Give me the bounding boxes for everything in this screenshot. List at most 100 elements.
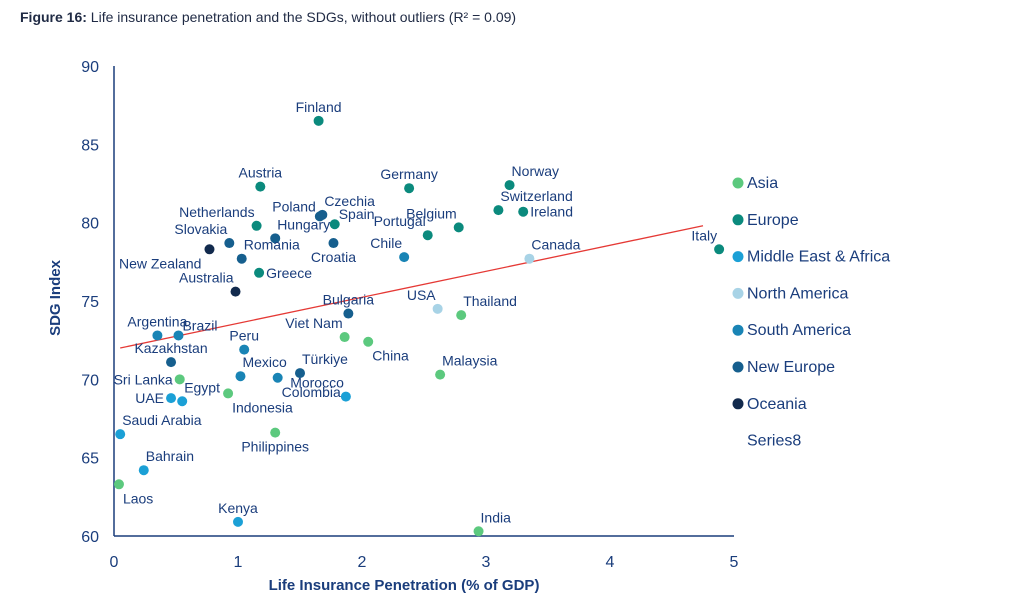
label-ireland: Ireland bbox=[530, 204, 573, 220]
legend-marker-asia bbox=[732, 177, 744, 189]
figure-caption: Life insurance penetration and the SDGs,… bbox=[90, 9, 517, 25]
x-tick-label: 4 bbox=[606, 554, 615, 571]
point-saudi-arabia bbox=[115, 429, 126, 440]
point-poland bbox=[314, 211, 325, 222]
x-axis-title: Life Insurance Penetration (% of GDP) bbox=[269, 577, 540, 594]
point-croatia bbox=[328, 238, 339, 249]
point-uae bbox=[166, 393, 177, 404]
point-china bbox=[363, 336, 374, 347]
label-sri-lanka: Sri Lanka bbox=[114, 371, 173, 387]
label-usa: USA bbox=[407, 287, 436, 303]
label-spain: Spain bbox=[339, 206, 375, 222]
label-thailand: Thailand bbox=[463, 293, 517, 309]
point-egypt bbox=[177, 396, 188, 407]
point-usa bbox=[432, 303, 443, 314]
y-tick-label: 85 bbox=[81, 137, 99, 154]
label-morocco: Morocco bbox=[290, 375, 344, 391]
label-t-rkiye: Türkiye bbox=[302, 351, 348, 367]
label-chile: Chile bbox=[370, 235, 402, 251]
label-brazil: Brazil bbox=[182, 317, 217, 333]
point-malaysia bbox=[435, 369, 446, 380]
point-australia bbox=[230, 286, 241, 297]
label-finland: Finland bbox=[296, 99, 342, 115]
point-labels: Finland Austria Germany Norway SwitzerlandIr… bbox=[114, 99, 718, 525]
label-croatia: Croatia bbox=[311, 249, 356, 265]
label-saudi-arabia: Saudi Arabia bbox=[122, 412, 202, 428]
figure-label: Figure 16: bbox=[20, 9, 87, 25]
label-czechia: Czechia bbox=[324, 193, 375, 209]
label-kenya: Kenya bbox=[218, 500, 258, 516]
legend-label-south-america: South America bbox=[747, 322, 851, 339]
point-slovakia bbox=[224, 238, 235, 249]
point-viet-nam bbox=[339, 332, 350, 343]
label-egypt: Egypt bbox=[184, 379, 220, 395]
label-mexico: Mexico bbox=[242, 354, 287, 370]
point-philippines bbox=[270, 427, 281, 438]
label-canada: Canada bbox=[531, 237, 580, 253]
point-canada bbox=[524, 253, 535, 264]
legend-marker-oceania bbox=[732, 398, 744, 410]
point-morocco bbox=[340, 391, 351, 402]
y-tick-label: 65 bbox=[81, 451, 99, 468]
point-t-rkiye bbox=[295, 368, 305, 379]
legend-label-new-europe: New Europe bbox=[747, 359, 835, 376]
point-bahrain bbox=[138, 465, 149, 476]
point-bulgaria bbox=[343, 308, 354, 319]
x-tick-label: 3 bbox=[482, 554, 491, 571]
point-brazil bbox=[173, 330, 184, 341]
label-germany: Germany bbox=[380, 166, 438, 182]
legend-label-oceania: Oceania bbox=[747, 396, 807, 413]
point-mexico bbox=[235, 371, 246, 382]
label-poland: Poland bbox=[272, 198, 316, 214]
label-new-zealand: New Zealand bbox=[119, 255, 202, 271]
legend-marker-north-america bbox=[732, 287, 744, 299]
chart-axes: 0 1 2 3 4 5 60 65 70 75 80 85 90 Life Insurance Penet… bbox=[47, 59, 739, 594]
point-belgium bbox=[453, 222, 464, 233]
label-malaysia: Malaysia bbox=[442, 353, 497, 369]
label-slovakia: Slovakia bbox=[174, 221, 227, 237]
label-philippines: Philippines bbox=[241, 439, 309, 455]
point-portugal bbox=[422, 230, 433, 241]
label-uae: UAE bbox=[135, 390, 164, 406]
point-colombia bbox=[272, 372, 283, 383]
point-switzerland bbox=[493, 205, 504, 216]
label-greece: Greece bbox=[266, 265, 312, 281]
label-argentina: Argentina bbox=[127, 313, 187, 329]
legend-marker-europe bbox=[732, 214, 744, 226]
legend-label-series8: Series8 bbox=[747, 433, 801, 450]
label-portugal: Portugal bbox=[374, 213, 426, 229]
point-kazakhstan bbox=[166, 357, 177, 368]
point-norway bbox=[504, 180, 515, 191]
legend-label-europe: Europe bbox=[747, 212, 799, 229]
label-netherlands: Netherlands bbox=[179, 204, 255, 220]
label-norway: Norway bbox=[512, 163, 559, 179]
y-tick-label: 70 bbox=[81, 372, 99, 389]
label-indonesia: Indonesia bbox=[232, 399, 293, 415]
point-new-zealand bbox=[204, 244, 215, 255]
label-bahrain: Bahrain bbox=[146, 448, 194, 464]
label-hungary: Hungary bbox=[277, 216, 330, 232]
point-kenya bbox=[233, 516, 243, 527]
point-greece bbox=[254, 267, 265, 278]
label-kazakhstan: Kazakhstan bbox=[134, 340, 207, 356]
legend-label-asia: Asia bbox=[747, 175, 778, 192]
label-colombia: Colombia bbox=[282, 384, 341, 400]
x-tick-label: 2 bbox=[358, 554, 367, 571]
label-belgium: Belgium bbox=[406, 205, 457, 221]
label-peru: Peru bbox=[229, 328, 259, 344]
point-italy bbox=[714, 244, 725, 255]
x-tick-label: 1 bbox=[234, 554, 243, 571]
trendline-group bbox=[120, 225, 704, 349]
y-tick-label: 60 bbox=[81, 529, 99, 546]
legend-label-north-america: North America bbox=[747, 285, 848, 302]
label-india: India bbox=[481, 509, 512, 525]
label-australia: Australia bbox=[179, 270, 234, 286]
legend-marker-south-america bbox=[732, 324, 744, 336]
point-austria bbox=[255, 181, 266, 192]
x-tick-label: 0 bbox=[110, 554, 119, 571]
point-finland bbox=[313, 115, 324, 126]
label-viet-nam: Viet Nam bbox=[285, 315, 342, 331]
label-china: China bbox=[372, 348, 409, 364]
point-romania bbox=[236, 253, 247, 264]
